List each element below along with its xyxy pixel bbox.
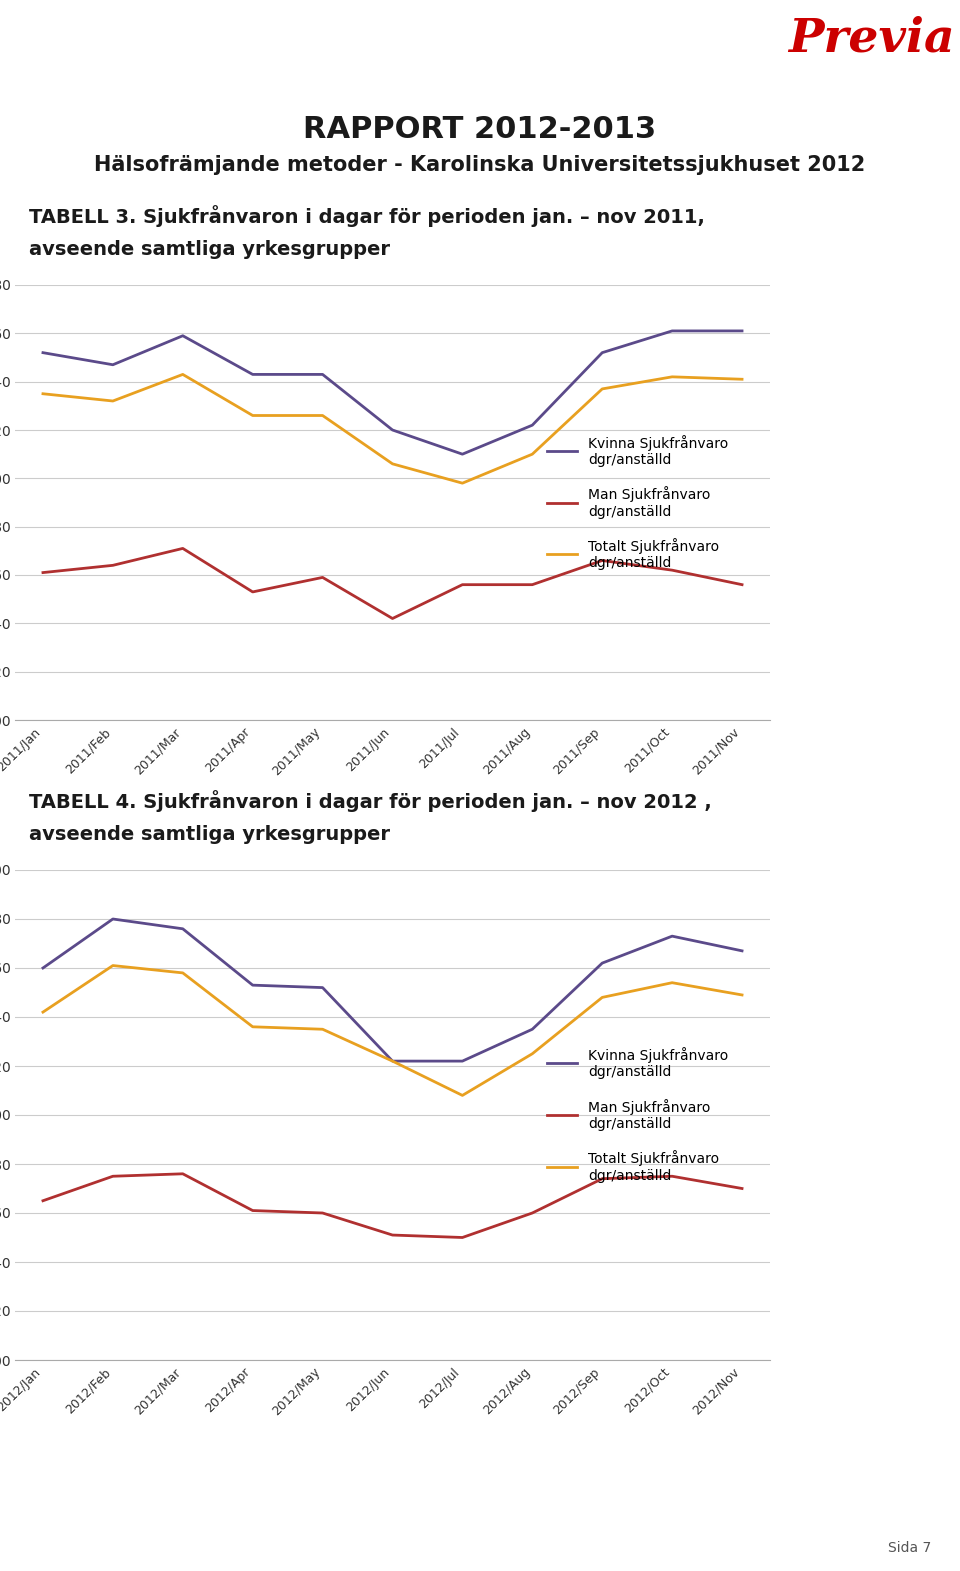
Text: avseende samtliga yrkesgrupper: avseende samtliga yrkesgrupper	[29, 825, 390, 844]
Text: Sida 7: Sida 7	[888, 1541, 931, 1555]
Text: TABELL 3. Sjukfrånvaron i dagar för perioden jan. – nov 2011,: TABELL 3. Sjukfrånvaron i dagar för peri…	[29, 204, 705, 226]
Legend: Kvinna Sjukfrånvaro
dgr/anställd, Man Sjukfrånvaro
dgr/anställd, Totalt Sjukfrån: Kvinna Sjukfrånvaro dgr/anställd, Man Sj…	[546, 435, 729, 570]
Text: Hälsofrämjande metoder - Karolinska Universitetssjukhuset 2012: Hälsofrämjande metoder - Karolinska Univ…	[94, 156, 866, 174]
Text: avseende samtliga yrkesgrupper: avseende samtliga yrkesgrupper	[29, 240, 390, 259]
Text: Previa: Previa	[788, 16, 955, 61]
Text: TABELL 4. Sjukfrånvaron i dagar för perioden jan. – nov 2012 ,: TABELL 4. Sjukfrånvaron i dagar för peri…	[29, 790, 711, 812]
Text: RAPPORT 2012-2013: RAPPORT 2012-2013	[303, 115, 657, 145]
Legend: Kvinna Sjukfrånvaro
dgr/anställd, Man Sjukfrånvaro
dgr/anställd, Totalt Sjukfrån: Kvinna Sjukfrånvaro dgr/anställd, Man Sj…	[546, 1048, 729, 1183]
